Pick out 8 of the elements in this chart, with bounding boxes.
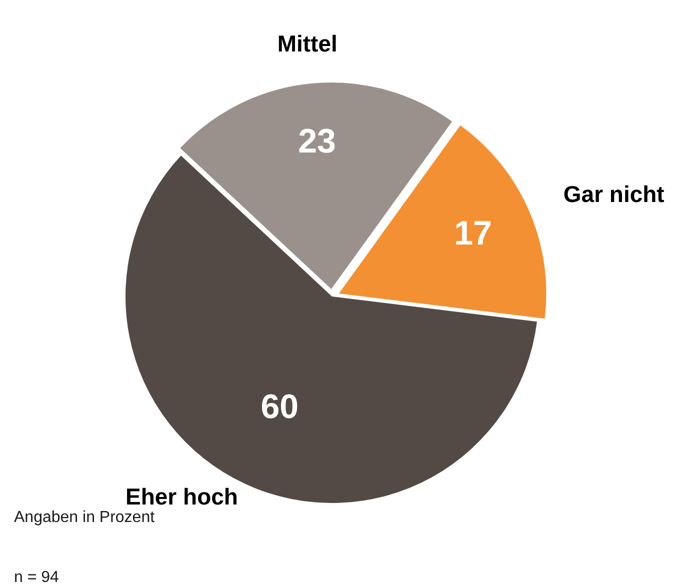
slice-label: Mittel <box>277 30 338 57</box>
text: n = 94 <box>14 569 60 586</box>
data-label: 17 <box>454 214 492 252</box>
slice-label: Gar nicht <box>563 180 665 207</box>
data-label: 60 <box>260 388 299 426</box>
text: Angaben in Prozent <box>14 509 156 526</box>
data-label: 23 <box>298 122 336 161</box>
slice-label: Eher hoch <box>126 483 238 510</box>
